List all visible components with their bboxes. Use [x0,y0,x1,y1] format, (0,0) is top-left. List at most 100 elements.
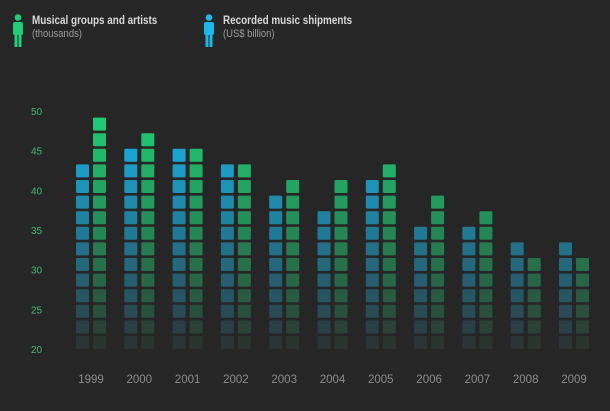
bar-segment [124,258,138,271]
legend-shipments-unit: (US$ billion) [223,28,275,41]
bar-segment [93,320,106,334]
bar-segment [286,304,300,318]
bar-segment [510,289,524,303]
bar-segment [172,164,186,178]
bar-segment [93,195,106,209]
bar-segment [237,195,251,209]
bar-segment [431,195,445,209]
bar-segment [237,211,251,225]
bar-segment [334,180,348,193]
bar-segment [286,226,300,240]
bar-segment [527,336,541,349]
bar-groups-2007 [479,211,493,349]
bar-segment [382,289,396,303]
bar-segment [479,258,493,271]
bar-segment [76,320,89,334]
bar-segment [269,211,283,225]
bar-groups-2009 [576,258,589,349]
bar-segment [510,258,524,271]
bar-segment [510,242,524,256]
bar-segment [189,242,203,256]
bar-segment [237,336,251,349]
bar-segment [510,273,524,287]
bar-segment [479,304,493,318]
bar-groups-2001 [189,148,203,349]
bar-segment [431,289,445,303]
bar-segment [462,226,476,240]
bar-segment [172,148,186,162]
bar-segment [124,180,138,193]
x-tick-label: 1999 [78,374,104,386]
bar-groups-2003 [286,180,300,349]
bar-segment [172,304,186,318]
x-tick-label: 2009 [561,374,587,386]
bar-segment [220,273,234,287]
bar-segment [382,195,396,209]
bar-segment [382,242,396,256]
bar-segment [172,336,186,349]
bar-segment [431,211,445,225]
bar-shipments-2008 [510,242,524,349]
bar-segment [334,195,348,209]
bar-segment [559,242,572,256]
bar-segment [141,148,155,162]
bar-segment [76,242,89,256]
bar-segment [189,148,203,162]
legend-shipments: Recorded music shipments (US$ billion) [203,14,373,48]
bar-segment [76,336,89,349]
bar-segment [141,258,155,271]
bar-segment [93,258,106,271]
bar-segment [479,211,493,225]
bar-segment [93,148,106,162]
bar-segment [172,211,186,225]
bar-shipments-2007 [462,226,476,349]
bar-segment [269,242,283,256]
bar-segment [365,226,379,240]
bar-segment [317,242,331,256]
bar-segment [462,258,476,271]
bar-segment [559,304,572,318]
bar-segment [172,320,186,334]
bar-segment [334,336,348,349]
x-tick-label: 2006 [416,374,442,386]
bar-segment [141,211,155,225]
bar-segment [189,304,203,318]
bar-segment [382,164,396,178]
bar-segment [141,320,155,334]
legend-groups: Musical groups and artists (thousands) [12,14,178,48]
bar-segment [365,289,379,303]
bar-shipments-2003 [269,195,283,349]
bar-segment [220,320,234,334]
bar-segment [189,164,203,178]
bar-segment [237,289,251,303]
bar-segment [317,336,331,349]
y-tick-label: 45 [31,147,43,158]
bar-segment [334,320,348,334]
bar-segment [172,180,186,193]
y-tick-label: 40 [31,186,43,197]
bar-segment [76,195,89,209]
bar-segment [286,242,300,256]
bar-segment [269,226,283,240]
x-tick-label: 2003 [271,374,297,386]
x-tick-label: 2002 [223,374,249,386]
bar-segment [334,273,348,287]
bar-segment [334,226,348,240]
bar-segment [317,289,331,303]
bar-segment [141,304,155,318]
bar-shipments-2005 [365,180,379,349]
bar-segment [365,211,379,225]
bar-segment [269,320,283,334]
bar-segment [382,304,396,318]
bar-shipments-2004 [317,211,331,349]
bar-shipments-2009 [559,242,572,349]
person-icon [204,14,214,47]
bar-segment [189,320,203,334]
bar-segment [172,226,186,240]
bar-segment [286,289,300,303]
bar-segment [365,180,379,193]
bar-groups-2005 [382,164,396,349]
bar-segment [237,273,251,287]
bar-segment [237,226,251,240]
